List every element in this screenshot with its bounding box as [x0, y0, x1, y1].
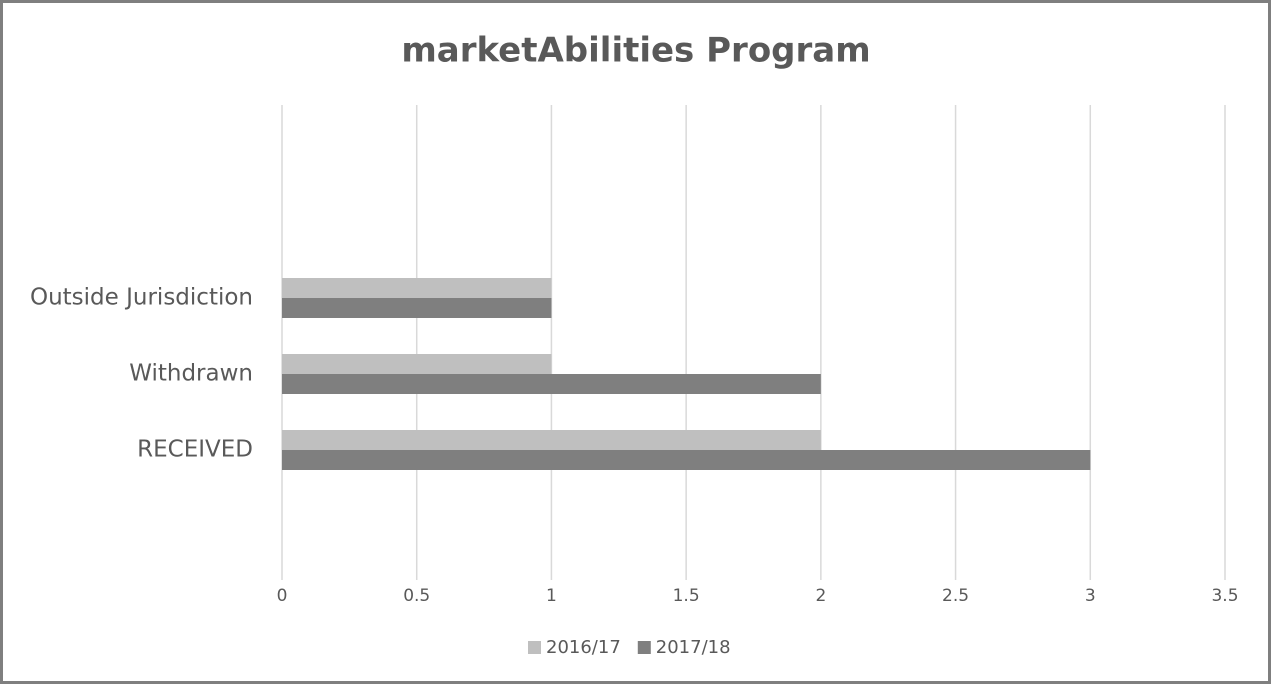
- bar: [282, 278, 552, 298]
- legend-swatch: [528, 641, 541, 654]
- legend-label: 2017/18: [656, 637, 731, 658]
- bar: [282, 430, 821, 450]
- bar: [282, 298, 552, 318]
- bar: [282, 374, 821, 394]
- legend-swatch: [637, 641, 651, 654]
- bar: [282, 450, 1091, 470]
- x-tick-label: 2: [815, 586, 826, 606]
- x-tick-label: 3: [1085, 586, 1096, 606]
- x-tick-label: 0: [277, 586, 288, 606]
- x-tick-label: 1: [546, 586, 557, 606]
- y-tick-label: RECEIVED: [137, 437, 253, 463]
- y-tick-label: Withdrawn: [129, 361, 253, 387]
- chart-title: marketAbilities Program: [401, 31, 870, 71]
- x-tick-label: 3.5: [1211, 586, 1238, 606]
- y-tick-label: Outside Jurisdiction: [30, 285, 253, 311]
- x-tick-label: 0.5: [403, 586, 430, 606]
- bar: [282, 354, 552, 374]
- legend-label: 2016/17: [546, 637, 621, 658]
- x-tick-label: 2.5: [942, 586, 969, 606]
- x-tick-label: 1.5: [673, 586, 700, 606]
